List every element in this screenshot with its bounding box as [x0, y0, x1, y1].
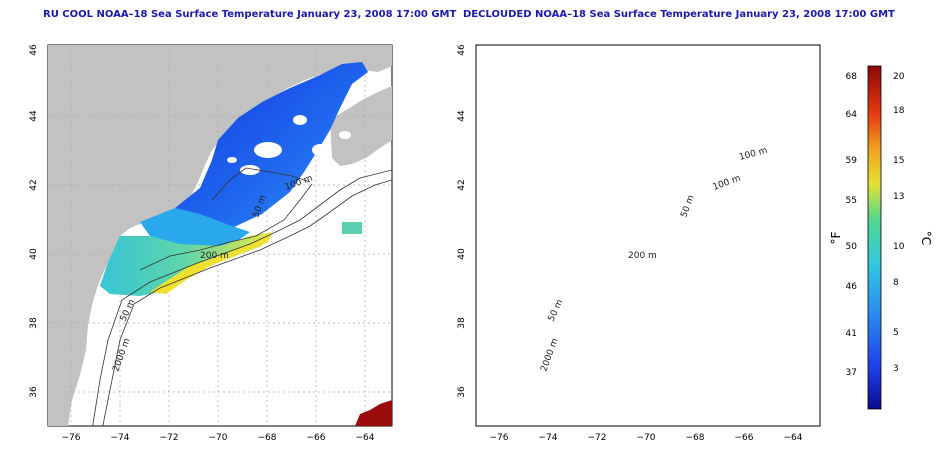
colorbar-f-label: °F: [829, 231, 843, 244]
sst-patch-offshore-left: [342, 222, 362, 234]
colorbar-c-tick-6: 5: [893, 328, 899, 338]
colorbar-c-tick-5: 8: [893, 278, 899, 288]
x-tick-left-1: −74: [111, 433, 130, 443]
x-tick-labels-left: −76 −74 −72 −70 −68 −66 −64: [62, 433, 375, 443]
contour-label-200m-left: 200 m: [200, 251, 229, 261]
colorbar-f-tick-2: 59: [846, 156, 858, 166]
x-tick-right-5: −66: [735, 433, 754, 443]
x-tick-right-0: −76: [490, 433, 509, 443]
colorbar-f-tick-7: 37: [846, 368, 857, 378]
y-tick-labels-right: 46 44 42 40 38 36: [457, 44, 467, 398]
colorbar-f-tick-3: 55: [846, 196, 857, 206]
y-tick-left-1: 44: [29, 110, 39, 122]
colorbar-c-tick-1: 18: [893, 106, 905, 116]
y-tick-left-0: 46: [29, 44, 39, 56]
x-tick-labels-right: −76 −74 −72 −70 −68 −66 −64: [490, 433, 803, 443]
colorbar-f-tick-4: 50: [846, 242, 858, 252]
colorbar-f-tick-1: 64: [846, 110, 858, 120]
x-tick-right-1: −74: [539, 433, 558, 443]
sst-hot-patch-left: [355, 400, 392, 426]
sst-mid-region-left: [140, 208, 250, 248]
x-tick-right-3: −70: [637, 433, 656, 443]
colorbar-c-tick-4: 10: [893, 242, 905, 252]
y-tick-right-4: 38: [457, 317, 467, 329]
colorbar-c-tick-2: 15: [893, 156, 904, 166]
sst-gulfstream-edge-left: [150, 234, 272, 294]
colorbar-c-tick-3: 13: [893, 192, 904, 202]
colorbar-f-tick-6: 41: [846, 329, 857, 339]
y-tick-right-2: 42: [457, 179, 467, 190]
panel-title-right: DECLOUDED NOAA–18 Sea Surface Temperatur…: [463, 9, 895, 20]
map-frame-right: [475, 44, 821, 427]
sst-shelf-band-left: [100, 232, 272, 296]
panel-title-left: RU COOL NOAA–18 Sea Surface Temperature …: [43, 9, 457, 20]
x-tick-right-2: −72: [588, 433, 607, 443]
map-panel-left: 100 m 50 m 200 m 50 m 2000 m −76 −74 −72…: [29, 44, 393, 443]
x-tick-left-2: −72: [160, 433, 179, 443]
colorbar-f-tick-0: 68: [846, 72, 858, 82]
x-tick-right-4: −68: [686, 433, 705, 443]
land-nova-scotia-left: [330, 86, 392, 166]
y-tick-left-2: 42: [29, 179, 39, 190]
x-tick-left-0: −76: [62, 433, 81, 443]
colorbar-f-ticks: 68 64 59 55 50 46 41 37: [846, 72, 858, 378]
colorbar-c-ticks: 20 18 15 13 10 8 5 3: [893, 72, 905, 374]
x-tick-left-6: −64: [356, 433, 375, 443]
x-tick-left-5: −66: [307, 433, 326, 443]
colorbar-c-label: °C: [919, 231, 933, 245]
colorbar-gradient: [867, 65, 882, 410]
y-tick-left-4: 38: [29, 317, 39, 329]
y-tick-right-5: 36: [457, 386, 467, 398]
x-tick-left-4: −68: [258, 433, 277, 443]
x-tick-left-3: −70: [209, 433, 228, 443]
colorbar: 68 64 59 55 50 46 41 37 20 18 15 13 10 8…: [829, 65, 933, 410]
contour-label-200m-right: 200 m: [628, 251, 657, 261]
isobaths-left: [92, 167, 392, 426]
y-tick-labels-left: 46 44 42 40 38 36: [29, 44, 39, 398]
y-tick-left-3: 40: [29, 248, 39, 260]
x-tick-right-6: −64: [784, 433, 803, 443]
y-tick-right-3: 40: [457, 248, 467, 260]
y-tick-right-1: 44: [457, 110, 467, 122]
land-mass-left: [48, 45, 392, 426]
colorbar-c-tick-0: 20: [893, 72, 905, 82]
y-tick-right-0: 46: [457, 44, 467, 56]
colorbar-c-tick-7: 3: [893, 364, 899, 374]
cloud-gaps-left: [227, 115, 351, 175]
map-panel-right: 100 m 50 m 200 m 50 m 2000 m 100 m −76 −…: [457, 44, 821, 443]
y-tick-left-5: 36: [29, 386, 39, 398]
colorbar-f-tick-5: 46: [846, 282, 858, 292]
